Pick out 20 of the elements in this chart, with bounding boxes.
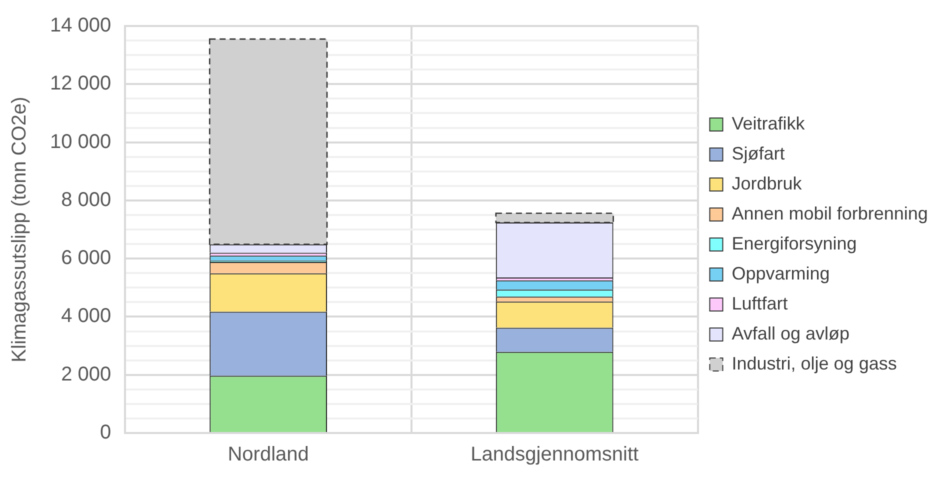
x-tick-label: Nordland (228, 444, 309, 466)
y-tick-label: 10 000 (50, 130, 112, 153)
y-tick-label: 14 000 (50, 14, 112, 37)
legend-label: Industri, olje og gass (732, 353, 897, 374)
legend-label: Oppvarming (732, 263, 830, 284)
y-tick-label: 2 000 (61, 363, 112, 386)
legend-label: Avfall og avløp (732, 323, 850, 344)
y-tick-label: 8 000 (61, 188, 112, 211)
legend-label: Energiforsyning (732, 233, 857, 254)
y-tick-label: 6 000 (61, 247, 112, 270)
y-tick-label: 4 000 (61, 305, 112, 328)
legend-label: Luftfart (732, 293, 788, 314)
legend-label: Annen mobil forbrenning (732, 203, 928, 224)
x-tick-label: Landsgjennomsnitt (470, 444, 639, 466)
legend-label: Veitrafikk (732, 113, 806, 134)
legend-label: Jordbruk (732, 173, 803, 194)
legend-label: Sjøfart (732, 143, 785, 164)
y-tick-label: 0 (100, 422, 112, 444)
y-axis-title: Klimagassutslipp (tonn CO2e) (8, 96, 31, 362)
y-tick-label: 12 000 (50, 72, 112, 95)
